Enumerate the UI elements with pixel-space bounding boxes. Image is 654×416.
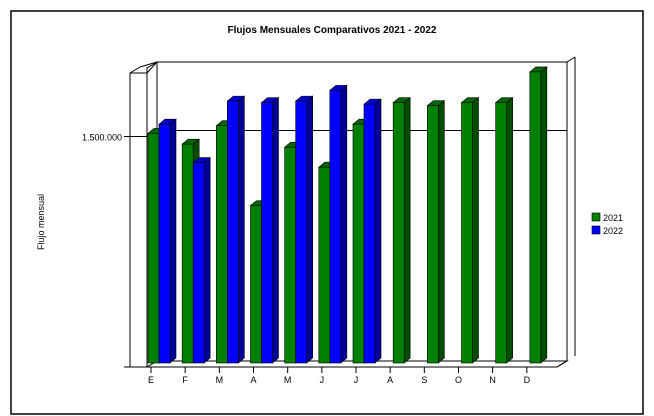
bar-2022-1 (192, 162, 205, 364)
bar-2021-9 (461, 102, 473, 364)
x-tick-label: S (421, 375, 427, 385)
bar-side (238, 95, 245, 364)
y-axis-label: Flujo mensual (36, 194, 46, 250)
bar-2021-0 (147, 133, 160, 364)
bar-2022-0 (158, 123, 171, 364)
x-tick-label: O (455, 375, 462, 385)
bar-2022-6 (363, 103, 376, 364)
bar-side (540, 66, 548, 364)
legend-label-2021: 2021 (603, 213, 623, 223)
x-tick-label: J (320, 375, 325, 385)
x-tick-label: A (250, 375, 256, 385)
frame-edge (566, 56, 576, 63)
x-tick-label: D (524, 375, 531, 385)
legend: 2021 2022 (588, 209, 632, 243)
y-axis-pillar-edge (146, 61, 158, 74)
frame-edge (556, 361, 566, 368)
ticks-layer: 1.500.000 E F M A M J J A S O N D (82, 132, 531, 385)
x-tick-label: M (284, 375, 292, 385)
bar-2021-8 (427, 105, 439, 364)
legend-label-2022: 2022 (603, 226, 623, 236)
y-axis-pillar-edge (139, 61, 158, 68)
bar-2021-1 (181, 143, 194, 364)
bar-2021-6 (352, 123, 365, 364)
bar-2021-2 (216, 125, 228, 364)
bar-side (374, 98, 382, 364)
x-tick-label: N (489, 375, 496, 385)
bar-2022-4 (295, 100, 307, 364)
bar-side (472, 97, 479, 364)
bar-2021-4 (284, 146, 296, 364)
bar-side (340, 84, 348, 364)
legend-swatch-2022 (591, 225, 601, 235)
chart-title: Flujos Mensuales Comparativos 2021 - 202… (228, 25, 437, 36)
x-tick-label: J (354, 375, 359, 385)
bar-side (438, 100, 445, 364)
bars-layer (147, 66, 548, 364)
bar-side (272, 97, 279, 364)
y-tick-label: 1.500.000 (82, 132, 122, 142)
bar-side (169, 118, 177, 364)
x-tick-label: A (387, 375, 393, 385)
bar-2022-3 (261, 102, 273, 364)
bar-2022-5 (329, 90, 342, 364)
bar-side (506, 97, 513, 364)
bar-side (403, 97, 411, 364)
bar-2021-11 (529, 71, 542, 364)
x-tick-label: M (216, 375, 224, 385)
bar-2022-2 (227, 100, 239, 364)
x-tick-label: F (182, 375, 188, 385)
x-tick-label: E (148, 375, 154, 385)
legend-swatch-2021 (591, 212, 601, 222)
bar-2021-3 (250, 205, 262, 364)
bar-side (306, 95, 313, 364)
bar-2021-7 (392, 102, 405, 364)
y-axis-pillar-edge (129, 66, 141, 74)
bar-2021-5 (318, 166, 331, 364)
bar-2021-10 (495, 102, 507, 364)
bar-side (203, 156, 211, 364)
